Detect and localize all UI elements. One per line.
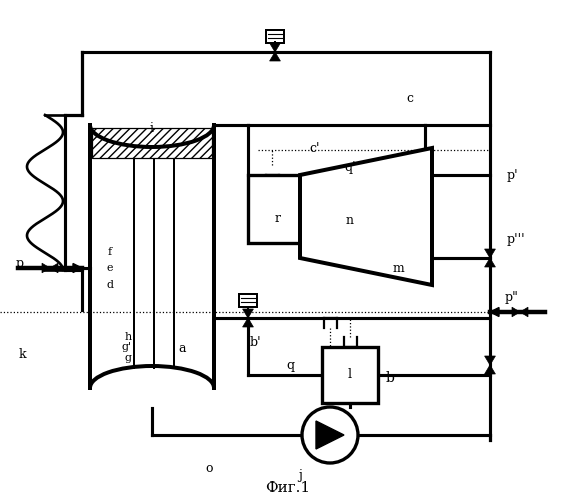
Polygon shape: [50, 263, 58, 273]
Text: l: l: [348, 368, 352, 382]
Bar: [92, 128, 212, 158]
Text: k: k: [18, 348, 26, 362]
Polygon shape: [485, 258, 496, 267]
Polygon shape: [270, 43, 281, 52]
Polygon shape: [73, 264, 82, 272]
Text: p''': p''': [507, 234, 526, 246]
Text: n: n: [346, 214, 354, 226]
Text: g': g': [122, 342, 132, 352]
Text: q: q: [286, 358, 294, 372]
Polygon shape: [243, 309, 254, 318]
Text: i: i: [150, 122, 154, 134]
Bar: [239, 294, 257, 306]
Text: d: d: [106, 280, 113, 290]
Polygon shape: [485, 365, 496, 374]
Text: Фиг.1: Фиг.1: [266, 481, 311, 495]
Text: a: a: [178, 342, 186, 354]
Text: b: b: [386, 371, 394, 385]
Text: o: o: [205, 462, 213, 474]
Text: p': p': [506, 168, 518, 181]
Bar: [266, 30, 284, 43]
Polygon shape: [485, 356, 496, 365]
Text: e: e: [107, 263, 113, 273]
Circle shape: [302, 407, 358, 463]
Text: c': c': [310, 142, 320, 154]
Text: p: p: [16, 258, 24, 270]
Text: g: g: [125, 353, 132, 363]
Polygon shape: [316, 421, 344, 449]
Polygon shape: [243, 318, 254, 327]
Bar: [248, 175, 300, 243]
Bar: [322, 347, 378, 403]
Text: m: m: [392, 262, 404, 274]
Polygon shape: [490, 308, 499, 316]
Polygon shape: [300, 148, 432, 285]
Text: r: r: [275, 212, 281, 224]
Polygon shape: [42, 263, 50, 273]
Text: p": p": [505, 292, 519, 304]
Text: j: j: [298, 470, 302, 482]
Text: b': b': [249, 336, 261, 348]
Polygon shape: [485, 249, 496, 258]
Text: f: f: [108, 247, 112, 257]
Text: c: c: [407, 92, 413, 104]
Text: h: h: [124, 332, 132, 342]
Polygon shape: [520, 307, 528, 317]
Text: q': q': [344, 162, 356, 174]
Polygon shape: [512, 307, 520, 317]
Polygon shape: [270, 52, 281, 61]
